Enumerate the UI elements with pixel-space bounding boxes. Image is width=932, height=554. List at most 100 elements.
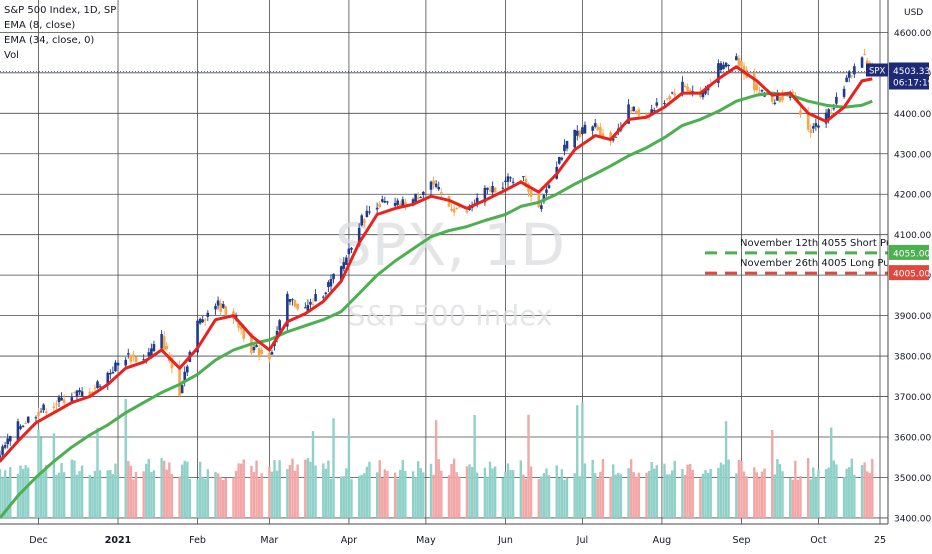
volume-bar — [186, 461, 189, 518]
volume-bar — [327, 460, 330, 518]
candle-body — [860, 57, 864, 68]
candle-body — [491, 185, 494, 193]
y-tick-label: 4300.00 — [894, 150, 931, 160]
put-price-tag — [889, 265, 929, 281]
volume-bar — [860, 465, 864, 518]
volume-bar — [168, 462, 171, 518]
volume-bar — [486, 477, 489, 518]
volume-bar — [145, 463, 148, 518]
volume-bar — [340, 476, 343, 518]
candle-body — [742, 65, 746, 75]
candle-body — [183, 371, 187, 383]
volume-bar — [378, 460, 381, 518]
candle-body — [701, 91, 705, 98]
candle-body — [683, 85, 687, 88]
candle-body — [398, 203, 402, 207]
candle-body — [134, 356, 138, 362]
candle-body — [396, 200, 399, 205]
volume-bar — [60, 462, 63, 518]
volume-bar — [160, 458, 163, 518]
volume-bar — [422, 472, 425, 518]
candle-body — [788, 96, 792, 98]
volume-bar — [614, 474, 617, 518]
y-tick-label: 3600.00 — [894, 434, 931, 444]
ema-fast-label[interactable]: EMA (8, close) — [4, 20, 76, 31]
volume-bar — [347, 433, 351, 518]
candle-body — [475, 197, 479, 205]
candle-body — [737, 58, 741, 67]
volume-bar — [291, 458, 294, 518]
candle-body — [504, 180, 507, 182]
volume-bar — [491, 468, 494, 518]
candle-body — [529, 190, 533, 197]
candle-body — [327, 282, 330, 288]
volume-bar — [865, 471, 869, 518]
volume-bar — [809, 479, 812, 518]
volume-bar — [440, 470, 443, 518]
ema-lines — [0, 65, 873, 519]
volume-bar — [653, 468, 656, 518]
candle-body — [511, 181, 515, 183]
candle-body — [493, 187, 497, 193]
volume-bar — [799, 475, 802, 518]
volume-bar — [250, 465, 253, 518]
volume-bar — [850, 458, 853, 518]
candle-body — [293, 300, 297, 307]
candle-body — [537, 193, 541, 208]
candle-body — [114, 362, 117, 372]
candle-body — [201, 319, 204, 323]
candle-body — [853, 66, 856, 75]
volume-bar — [771, 429, 774, 518]
candle-body — [668, 96, 671, 100]
ema-fast-line — [0, 65, 873, 463]
ema-slow-label[interactable]: EMA (34, close, 0) — [4, 35, 95, 46]
candle-body — [252, 346, 256, 351]
volume-bar — [111, 474, 115, 518]
candle-body — [180, 385, 184, 394]
candle-body — [52, 406, 56, 409]
volume-bar — [735, 473, 738, 518]
volume-label[interactable]: Vol — [4, 50, 19, 61]
volume-bar — [401, 460, 404, 518]
candle-body — [760, 90, 764, 92]
candle-body — [450, 208, 453, 211]
candle-body — [88, 391, 92, 397]
candle-body — [1, 446, 4, 455]
candle-body — [401, 199, 405, 207]
volume-bar — [827, 467, 830, 518]
candle-body — [73, 392, 76, 394]
candle-body — [509, 177, 512, 179]
volume-bar — [234, 470, 238, 518]
candle-body — [665, 98, 669, 100]
volume-bar — [252, 472, 256, 518]
candle-body — [44, 411, 48, 414]
volume-bar — [493, 466, 497, 518]
candle-body — [575, 130, 579, 136]
x-tick-label: Feb — [189, 535, 206, 546]
volume-bar — [776, 459, 779, 518]
candle-body — [3, 445, 7, 448]
volume-bar — [724, 421, 728, 518]
volume-bar — [332, 418, 335, 518]
candle-body — [16, 421, 20, 441]
volume-bar — [842, 477, 846, 518]
volume-bar — [470, 467, 474, 518]
symbol-line[interactable]: S&P 500 Index, 1D, SP — [4, 5, 117, 16]
candle-body — [0, 455, 2, 458]
volume-bar — [178, 476, 181, 518]
candle-body — [162, 336, 166, 350]
volume-bar — [416, 461, 420, 518]
candle-body — [681, 81, 684, 93]
volume-bar — [188, 479, 192, 518]
candle-body — [275, 330, 279, 338]
candle-body — [752, 73, 756, 91]
time-axis-bg — [0, 524, 932, 550]
volume-bar — [573, 473, 576, 518]
volume-bar — [322, 463, 325, 518]
candle-body — [835, 96, 838, 104]
candle-body — [558, 157, 561, 164]
y-tick-label: 4400.00 — [894, 110, 931, 120]
